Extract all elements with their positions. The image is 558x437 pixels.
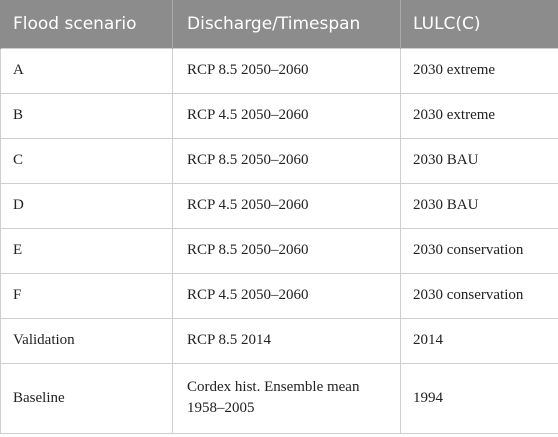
cell-discharge-timespan-text: Cordex hist. Ensemble mean 1958–2005 [187,379,360,416]
table-row: Validation RCP 8.5 2014 2014 [0,317,558,364]
cell-scenario: C [0,137,173,184]
table-row: A RCP 8.5 2050–2060 2030 extreme [0,47,558,94]
cell-lulc: 2030 conservation [400,272,558,319]
cell-lulc: 2030 extreme [400,47,558,94]
cell-lulc: 2030 conservation [400,227,558,274]
cell-scenario: Baseline [0,362,173,434]
cell-scenario: F [0,272,173,319]
cell-discharge-timespan: RCP 8.5 2014 [172,317,401,364]
header-row: Flood scenario Discharge/Timespan LULC(C… [0,0,558,48]
table-row: F RCP 4.5 2050–2060 2030 conservation [0,272,558,319]
cell-scenario: B [0,92,173,139]
header-lulc: LULC(C) [400,0,558,48]
cell-scenario: D [0,182,173,229]
cell-discharge-timespan: RCP 4.5 2050–2060 [172,182,401,229]
cell-lulc: 2030 BAU [400,137,558,184]
cell-scenario: Validation [0,317,173,364]
cell-discharge-timespan: RCP 4.5 2050–2060 [172,272,401,319]
table-row: C RCP 8.5 2050–2060 2030 BAU [0,137,558,184]
cell-discharge-timespan: RCP 8.5 2050–2060 [172,137,401,184]
header-discharge-timespan: Discharge/Timespan [172,0,401,48]
table-row: D RCP 4.5 2050–2060 2030 BAU [0,182,558,229]
table-row: B RCP 4.5 2050–2060 2030 extreme [0,92,558,139]
table-header: Flood scenario Discharge/Timespan LULC(C… [0,0,558,48]
cell-lulc: 2014 [400,317,558,364]
table-row: Baseline Cordex hist. Ensemble mean 1958… [0,362,558,434]
cell-discharge-timespan: Cordex hist. Ensemble mean 1958–2005 [172,362,401,434]
cell-discharge-timespan: RCP 8.5 2050–2060 [172,227,401,274]
cell-scenario: E [0,227,173,274]
table-body: A RCP 8.5 2050–2060 2030 extreme B RCP 4… [0,47,558,434]
cell-scenario: A [0,47,173,94]
cell-discharge-timespan: RCP 4.5 2050–2060 [172,92,401,139]
table-row: E RCP 8.5 2050–2060 2030 conservation [0,227,558,274]
cell-discharge-timespan: RCP 8.5 2050–2060 [172,47,401,94]
header-flood-scenario: Flood scenario [0,0,173,48]
cell-lulc: 2030 BAU [400,182,558,229]
cell-lulc: 1994 [400,362,558,434]
cell-lulc: 2030 extreme [400,92,558,139]
